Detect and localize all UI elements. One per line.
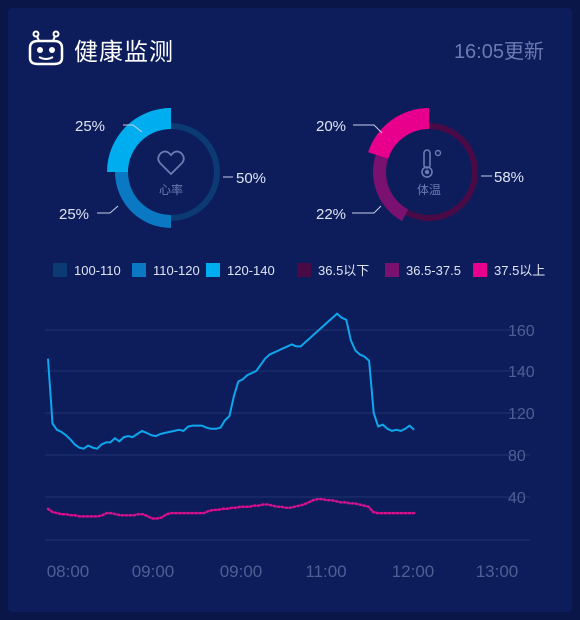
temperature-donut: [368, 108, 478, 222]
donut-slice-120-140: [107, 108, 171, 172]
legend-swatch: [385, 263, 399, 277]
header: 健康监测 16:05更新: [8, 8, 572, 86]
y-tick-label: 160: [508, 323, 535, 340]
legend-label: 36.5以下: [318, 263, 369, 278]
legend-item-100-110: 100-110: [53, 263, 121, 278]
legend-label: 100-110: [74, 263, 121, 278]
legend-label: 36.5-37.5: [406, 263, 461, 278]
legend-label: 120-140: [227, 263, 275, 278]
donut-slice-36.5-37.5: [372, 154, 409, 222]
donut-slice-36.5以下: [405, 123, 478, 222]
legend-swatch: [132, 263, 146, 277]
x-tick-label: 08:00: [47, 562, 90, 581]
temperature-labels: 20% 22% 58%: [316, 118, 524, 223]
y-tick-label: 140: [508, 364, 535, 381]
robot-logo-icon: [28, 30, 64, 66]
thermometer-icon: [421, 149, 442, 178]
temperature-center-label: 体温: [417, 183, 441, 197]
donut-slice-110-120: [115, 172, 171, 228]
y-tick-label: 80: [508, 448, 526, 465]
health-monitor-panel: 健康监测 16:05更新: [8, 8, 572, 612]
legend-swatch: [297, 263, 311, 277]
legend: 100-110 110-120 120-140 36.5以下 36.5-37.5 37.5…: [53, 263, 545, 278]
legend-item-120-140: 120-140: [206, 263, 275, 278]
hr-slice-label-110-120: 25%: [59, 206, 89, 223]
update-time: 16:05更新: [453, 41, 544, 63]
hr-slice-label-120-140: 25%: [75, 118, 105, 135]
legend-item-110-120: 110-120: [132, 263, 200, 278]
x-tick-label: 12:00: [392, 562, 435, 581]
legend-item-36.5以下: 36.5以下: [297, 263, 369, 278]
legend-swatch: [473, 263, 487, 277]
heart-icon: [157, 150, 185, 176]
legend-label: 37.5以上: [494, 263, 545, 278]
y-tick-label: 40: [508, 490, 526, 507]
heart-rate-line: [47, 312, 415, 450]
heart-rate-donut: [107, 108, 220, 228]
page-title: 健康监测: [74, 39, 174, 66]
legend-item-37.5以上: 37.5以上: [473, 263, 545, 278]
legend-label: 110-120: [153, 263, 200, 278]
y-tick-label: 120: [508, 406, 535, 423]
x-tick-label: 11:00: [305, 562, 346, 581]
x-tick-label: 09:00: [132, 562, 175, 581]
legend-swatch: [206, 263, 220, 277]
x-tick-label: 09:00: [220, 562, 263, 581]
temp-slice-label-below: 58%: [494, 169, 524, 186]
legend-item-36.5-37.5: 36.5-37.5: [385, 263, 461, 278]
heart-rate-center-label: 心率: [159, 182, 183, 197]
line-chart: 40 80 120 140 160 08:00 09:00 09:00 11:00 12:00 13…: [45, 312, 535, 581]
temp-slice-label-above: 20%: [316, 118, 346, 135]
legend-swatch: [53, 263, 67, 277]
donut-slice-100-110: [171, 123, 220, 221]
donut-slice-37.5以上: [368, 108, 429, 159]
x-tick-label: 13:00: [476, 562, 519, 581]
temperature-line: [46, 497, 416, 520]
temp-slice-label-mid: 22%: [316, 206, 346, 223]
heart-rate-labels: 25% 25% 50%: [59, 118, 266, 223]
hr-slice-label-100-110: 50%: [236, 170, 266, 187]
